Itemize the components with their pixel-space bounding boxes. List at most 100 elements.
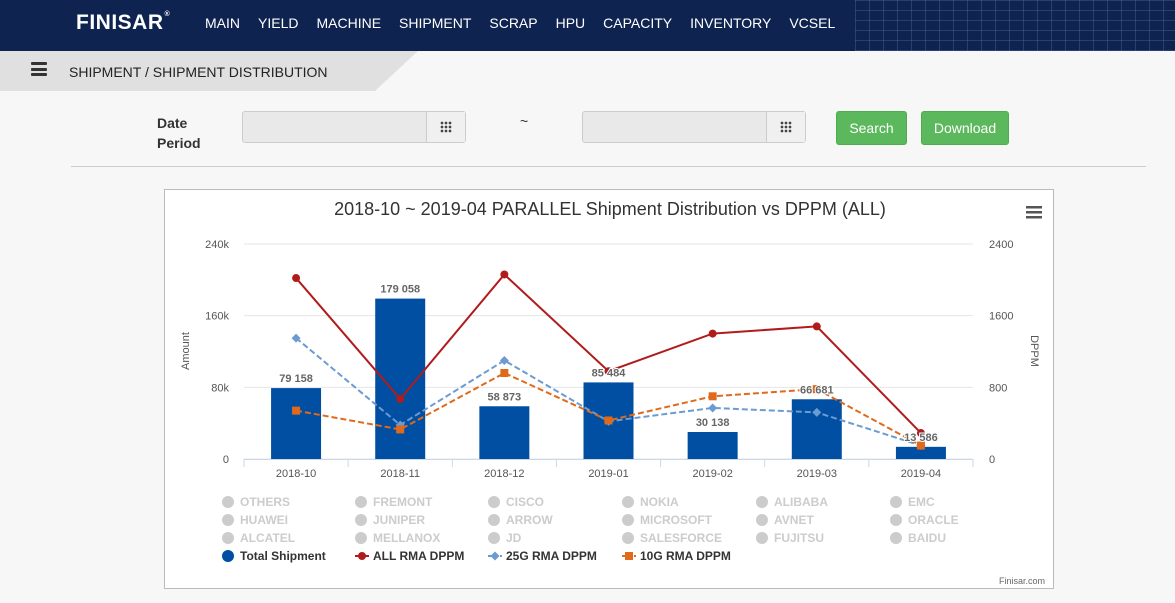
legend-item[interactable]: BAIDU <box>890 531 946 545</box>
line-point-marker[interactable] <box>500 270 509 279</box>
y-left-tick-label: 240k <box>205 239 229 251</box>
chart-panel: 2018-10 ~ 2019-04 PARALLEL Shipment Dist… <box>164 189 1054 589</box>
line-point-marker[interactable] <box>292 406 301 415</box>
nav-item-inventory[interactable]: INVENTORY <box>690 15 772 31</box>
menu-toggle-icon[interactable] <box>31 62 47 76</box>
line-point-marker[interactable] <box>396 425 405 434</box>
line-point-marker[interactable] <box>499 355 509 365</box>
x-tick-label: 2019-04 <box>901 468 941 480</box>
y-left-tick-label: 80k <box>211 382 229 394</box>
nav-item-scrap[interactable]: SCRAP <box>489 15 538 31</box>
legend-item[interactable]: HUAWEI <box>222 513 288 527</box>
bar-data-label: 85 484 <box>592 367 627 379</box>
legend-item[interactable]: NOKIA <box>622 495 679 509</box>
legend-item[interactable]: FUJITSU <box>756 531 824 545</box>
line-point-marker[interactable] <box>358 552 366 560</box>
legend-item[interactable]: AVNET <box>756 513 814 527</box>
search-button[interactable]: Search <box>836 111 907 145</box>
line-point-marker[interactable] <box>916 429 925 438</box>
date-separator: ~ <box>520 113 529 129</box>
line-point-marker[interactable] <box>916 441 925 450</box>
legend-item[interactable]: ARROW <box>488 513 553 527</box>
legend-symbol <box>756 532 768 544</box>
y-left-tick-label: 0 <box>223 454 229 466</box>
line-point-marker[interactable] <box>812 322 821 331</box>
bar-total-shipment[interactable] <box>687 432 738 459</box>
legend-item[interactable]: ORACLE <box>890 513 959 527</box>
line-point-marker[interactable] <box>604 416 613 425</box>
start-date-calendar-button[interactable] <box>426 112 465 142</box>
start-date-field[interactable] <box>242 111 466 143</box>
line-point-marker[interactable] <box>500 369 509 377</box>
legend-item-total-shipment[interactable]: Total Shipment <box>222 549 326 563</box>
line-point-marker[interactable] <box>291 333 301 343</box>
legend-label: HUAWEI <box>240 513 288 527</box>
legend-item[interactable]: OTHERS <box>222 495 290 509</box>
legend-item[interactable]: FREMONT <box>355 495 433 509</box>
y-right-tick-label: 2400 <box>989 239 1013 251</box>
header-grid-pattern <box>855 0 1175 51</box>
legend-item[interactable]: EMC <box>890 495 935 509</box>
calendar-icon <box>780 121 792 133</box>
legend-symbol <box>355 496 367 508</box>
legend-label: ALL RMA DPPM <box>373 549 464 563</box>
legend-symbol <box>890 514 902 526</box>
nav-item-machine[interactable]: MACHINE <box>316 15 382 31</box>
nav-item-vcsel[interactable]: VCSEL <box>789 15 836 31</box>
bar-total-shipment[interactable] <box>271 388 322 459</box>
nav-item-shipment[interactable]: SHIPMENT <box>399 15 472 31</box>
nav-item-capacity[interactable]: CAPACITY <box>603 15 673 31</box>
line-point-marker[interactable] <box>625 552 633 560</box>
top-navbar: FINISAR® MAIN YIELD MACHINE SHIPMENT SCR… <box>0 0 1175 51</box>
legend-item[interactable]: MELLANOX <box>355 531 440 545</box>
line-point-marker[interactable] <box>604 367 613 376</box>
legend-label: CISCO <box>506 495 544 509</box>
legend-label: ARROW <box>506 513 553 527</box>
bar-total-shipment[interactable] <box>479 406 530 459</box>
legend-label: 10G RMA DPPM <box>640 549 731 563</box>
legend-item[interactable]: ALIBABA <box>756 495 828 509</box>
chart-credit[interactable]: Finisar.com <box>999 576 1045 586</box>
breadcrumb-tab <box>0 51 418 91</box>
legend-item[interactable]: MICROSOFT <box>622 513 713 527</box>
line-point-marker[interactable] <box>708 403 718 413</box>
nav-item-main[interactable]: MAIN <box>205 15 240 31</box>
line-point-marker[interactable] <box>708 392 717 401</box>
line-point-marker[interactable] <box>708 329 717 338</box>
legend-item[interactable]: CISCO <box>488 495 544 509</box>
legend-item[interactable]: JD <box>488 531 522 545</box>
line-point-marker[interactable] <box>812 407 822 417</box>
legend-label: SALESFORCE <box>640 531 722 545</box>
x-tick-label: 2019-01 <box>588 468 628 480</box>
legend-label: ALIBABA <box>774 495 828 509</box>
legend-item-line[interactable]: 25G RMA DPPM <box>488 549 597 563</box>
end-date-field[interactable] <box>582 111 806 143</box>
line-point-marker[interactable] <box>812 385 821 394</box>
end-date-calendar-button[interactable] <box>766 112 805 142</box>
bar-total-shipment[interactable] <box>895 446 946 459</box>
legend-item-line[interactable]: ALL RMA DPPM <box>355 549 464 563</box>
legend-label: OTHERS <box>240 495 290 509</box>
legend-item[interactable]: ALCATEL <box>222 531 295 545</box>
y-left-tick-label: 160k <box>205 311 229 323</box>
download-button[interactable]: Download <box>921 111 1009 145</box>
bar-data-label: 58 873 <box>488 391 522 403</box>
legend-item-line[interactable]: 10G RMA DPPM <box>622 549 731 563</box>
line-point-marker[interactable] <box>396 394 405 403</box>
legend-symbol <box>890 532 902 544</box>
legend-item[interactable]: JUNIPER <box>355 513 425 527</box>
nav-item-hpu[interactable]: HPU <box>555 15 586 31</box>
legend-label: BAIDU <box>908 531 946 545</box>
bar-data-label: 13 586 <box>904 432 938 444</box>
line-point-marker[interactable] <box>292 274 301 283</box>
divider <box>71 166 1146 167</box>
legend-item[interactable]: SALESFORCE <box>622 531 722 545</box>
line-point-marker[interactable] <box>490 551 500 561</box>
legend-label: FREMONT <box>373 495 433 509</box>
legend-symbol <box>488 532 500 544</box>
chart-context-menu-icon[interactable] <box>1026 206 1042 219</box>
nav-item-yield[interactable]: YIELD <box>258 15 299 31</box>
finisar-logo[interactable]: FINISAR® <box>76 11 171 34</box>
legend-label: ORACLE <box>908 513 959 527</box>
main-nav: MAIN YIELD MACHINE SHIPMENT SCRAP HPU CA… <box>205 15 853 31</box>
